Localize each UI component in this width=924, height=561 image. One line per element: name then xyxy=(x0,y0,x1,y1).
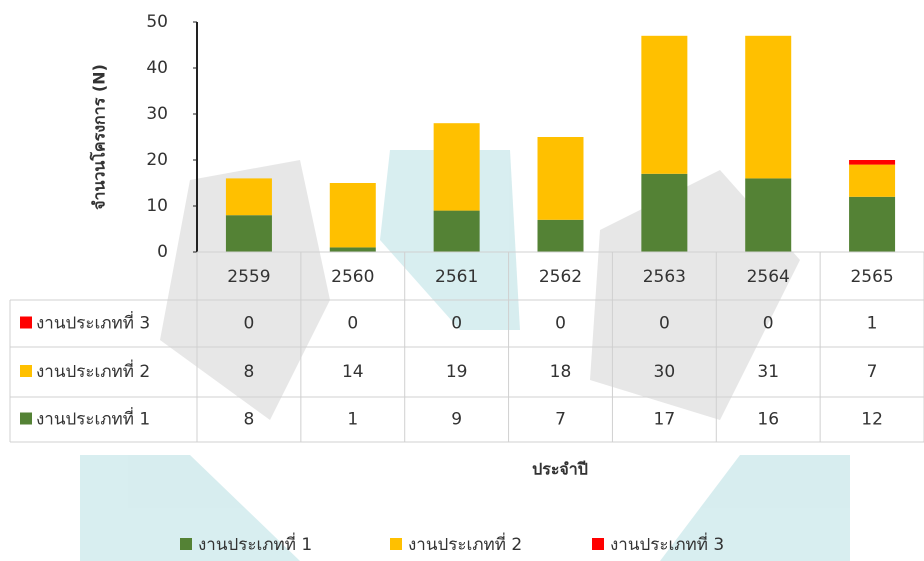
table-cell: 8 xyxy=(244,362,255,382)
table-cell: 7 xyxy=(555,410,566,430)
y-tick-label: 50 xyxy=(146,12,168,32)
bar-segment xyxy=(849,164,896,197)
table-cell: 0 xyxy=(659,314,670,334)
table-cell: 1 xyxy=(347,410,358,430)
bar-segment xyxy=(745,35,792,179)
x-tick-label: 2565 xyxy=(850,267,893,287)
table-cell: 8 xyxy=(244,410,255,430)
table-cell: 14 xyxy=(342,362,364,382)
y-tick-label: 40 xyxy=(146,58,168,78)
table-cell: 18 xyxy=(550,362,572,382)
x-tick-label: 2561 xyxy=(435,267,478,287)
legend-label: งานประเภทที่ 1 xyxy=(198,532,312,555)
table-cell: 31 xyxy=(757,362,779,382)
bar-segment xyxy=(433,210,480,252)
bar-segment xyxy=(537,219,584,252)
x-tick-label: 2559 xyxy=(227,267,270,287)
table-cell: 17 xyxy=(654,410,676,430)
bar-segment xyxy=(329,183,376,248)
table-cell: 30 xyxy=(654,362,676,382)
bar-segment xyxy=(329,247,376,252)
y-axis-label: จำนวนโครงการ (N) xyxy=(89,64,109,210)
table-cell: 1 xyxy=(867,314,878,334)
bar-segment xyxy=(433,123,480,211)
bar-segment xyxy=(225,178,272,216)
table-cell: 19 xyxy=(446,362,468,382)
table-cell: 7 xyxy=(867,362,878,382)
bar-segment xyxy=(225,215,272,252)
table-cell: 0 xyxy=(451,314,462,334)
table-cell: 0 xyxy=(347,314,358,334)
x-tick-label: 2562 xyxy=(539,267,582,287)
table-cell: 12 xyxy=(861,410,883,430)
bar-segment xyxy=(849,196,896,252)
y-tick-label: 10 xyxy=(146,196,168,216)
y-tick-label: 20 xyxy=(146,150,168,170)
legend-key xyxy=(20,412,32,425)
table-row-label: งานประเภทที่ 3 xyxy=(36,311,150,334)
legend-label: งานประเภทที่ 2 xyxy=(408,532,522,555)
y-tick-label: 30 xyxy=(146,104,168,124)
table-cell: 0 xyxy=(244,314,255,334)
legend-key xyxy=(390,538,402,550)
table-cell: 0 xyxy=(555,314,566,334)
x-axis-label: ประจำปี xyxy=(532,460,588,479)
table-row-label: งานประเภทที่ 1 xyxy=(36,407,150,430)
bar-segment xyxy=(537,137,584,220)
legend-key xyxy=(20,316,32,329)
bar-segment xyxy=(641,173,688,252)
legend-key xyxy=(20,365,32,377)
x-tick-label: 2564 xyxy=(747,267,790,287)
table-cell: 0 xyxy=(763,314,774,334)
bar-segment xyxy=(849,160,896,165)
bar-segment xyxy=(641,35,688,174)
table-row-label: งานประเภทที่ 2 xyxy=(36,359,150,382)
bar-segment xyxy=(745,178,792,252)
table-cell: 9 xyxy=(451,410,462,430)
legend-key xyxy=(180,538,192,550)
x-tick-label: 2563 xyxy=(643,267,686,287)
x-tick-label: 2560 xyxy=(331,267,374,287)
legend-key xyxy=(592,538,604,550)
legend-label: งานประเภทที่ 3 xyxy=(610,532,724,555)
table-cell: 16 xyxy=(757,410,779,430)
y-tick-label: 0 xyxy=(157,242,168,262)
